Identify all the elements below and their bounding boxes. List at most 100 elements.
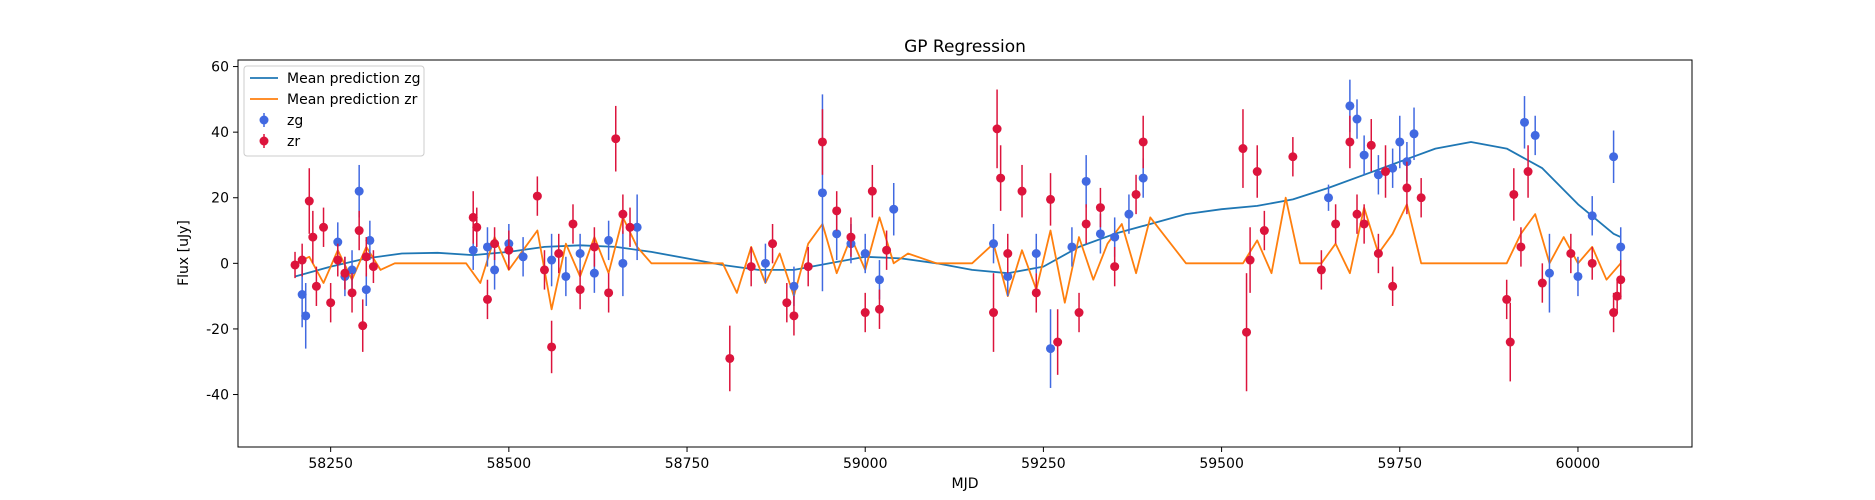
data-point xyxy=(789,311,799,321)
plot-area xyxy=(290,79,1626,392)
data-point xyxy=(817,188,827,198)
y-tick-label: 40 xyxy=(211,125,229,141)
data-point xyxy=(782,298,792,308)
data-point xyxy=(1074,308,1084,318)
data-point xyxy=(472,222,482,232)
data-point xyxy=(333,255,343,265)
legend-entry-label: Mean prediction zr xyxy=(287,92,418,108)
data-point xyxy=(1003,271,1013,281)
data-point xyxy=(1131,189,1141,199)
data-point xyxy=(768,239,778,249)
data-point xyxy=(532,191,542,201)
legend-entry-label: zr xyxy=(287,134,300,150)
data-point xyxy=(1053,337,1063,347)
data-point xyxy=(1352,114,1362,124)
data-point xyxy=(361,285,371,295)
x-tick-label: 59250 xyxy=(1021,456,1066,472)
data-point xyxy=(1359,219,1369,229)
data-point xyxy=(1046,344,1056,354)
data-point xyxy=(518,252,528,262)
data-point xyxy=(882,245,892,255)
data-point xyxy=(1242,327,1252,337)
data-point xyxy=(625,222,635,232)
data-point xyxy=(992,124,1002,134)
y-tick-label: 20 xyxy=(211,191,229,207)
y-tick-label: 60 xyxy=(211,60,229,76)
data-point xyxy=(725,353,735,363)
data-point xyxy=(490,265,500,275)
legend-entry-label: Mean prediction zg xyxy=(287,71,421,87)
data-point xyxy=(1345,137,1355,147)
data-point xyxy=(1502,294,1512,304)
data-point xyxy=(1031,288,1041,298)
data-point xyxy=(1388,281,1398,291)
data-point xyxy=(1537,278,1547,288)
data-point xyxy=(1381,167,1391,177)
data-point xyxy=(1316,265,1326,275)
data-point xyxy=(846,232,856,242)
data-point xyxy=(1616,275,1626,285)
legend-box xyxy=(243,65,425,157)
data-point xyxy=(746,262,756,272)
data-point xyxy=(1530,130,1540,140)
data-point xyxy=(568,219,578,229)
data-point xyxy=(354,226,364,236)
data-point xyxy=(361,252,371,262)
data-point xyxy=(611,134,621,144)
data-point xyxy=(561,271,571,281)
data-point xyxy=(1612,291,1622,301)
legend: Mean prediction zg Mean prediction zr zg zr xyxy=(243,65,425,157)
data-point xyxy=(989,239,999,249)
data-point xyxy=(860,249,870,258)
data-point xyxy=(1252,167,1262,177)
data-point xyxy=(504,245,514,255)
data-point xyxy=(1095,229,1105,239)
data-point xyxy=(365,235,375,245)
data-point xyxy=(817,137,827,147)
x-tick-label: 58750 xyxy=(665,456,710,472)
data-point xyxy=(867,186,877,196)
data-point xyxy=(575,249,585,258)
data-point xyxy=(1031,249,1041,258)
data-point xyxy=(297,289,307,299)
series-points-zr xyxy=(290,89,1626,392)
legend-marker-swatch xyxy=(259,136,269,146)
data-point xyxy=(1017,186,1027,196)
data-point xyxy=(1138,137,1148,147)
data-point xyxy=(1046,194,1056,204)
data-point xyxy=(1587,211,1597,221)
data-point xyxy=(1573,271,1583,281)
data-point xyxy=(1520,117,1530,127)
data-point xyxy=(618,209,628,219)
data-point xyxy=(354,186,364,196)
data-point xyxy=(547,255,557,265)
data-point xyxy=(301,311,311,321)
data-point xyxy=(1345,101,1355,111)
data-point xyxy=(1110,262,1120,272)
data-point xyxy=(1609,308,1619,318)
data-point xyxy=(347,288,357,298)
legend-entry-label: zg xyxy=(287,113,303,129)
data-point xyxy=(1395,137,1405,147)
data-point xyxy=(889,204,899,214)
x-tick-label: 59750 xyxy=(1378,456,1423,472)
chart-title: GP Regression xyxy=(904,37,1026,57)
data-point xyxy=(468,212,478,222)
data-point xyxy=(1566,249,1576,258)
y-axis: -40 -20 0 20 40 60 xyxy=(206,60,238,404)
data-point xyxy=(333,237,343,247)
data-point xyxy=(1544,268,1554,278)
data-point xyxy=(604,235,614,245)
data-point xyxy=(803,262,813,272)
data-point xyxy=(789,281,799,291)
x-tick-label: 58250 xyxy=(308,456,353,472)
x-tick-label: 58500 xyxy=(487,456,532,472)
data-point xyxy=(368,262,378,272)
data-point xyxy=(618,258,628,268)
data-point xyxy=(1366,140,1376,150)
y-tick-label: 0 xyxy=(220,256,229,272)
data-point xyxy=(311,281,321,291)
data-point xyxy=(1516,242,1526,252)
series-line-mean-prediction-zg xyxy=(294,141,1622,278)
data-point xyxy=(604,288,614,298)
